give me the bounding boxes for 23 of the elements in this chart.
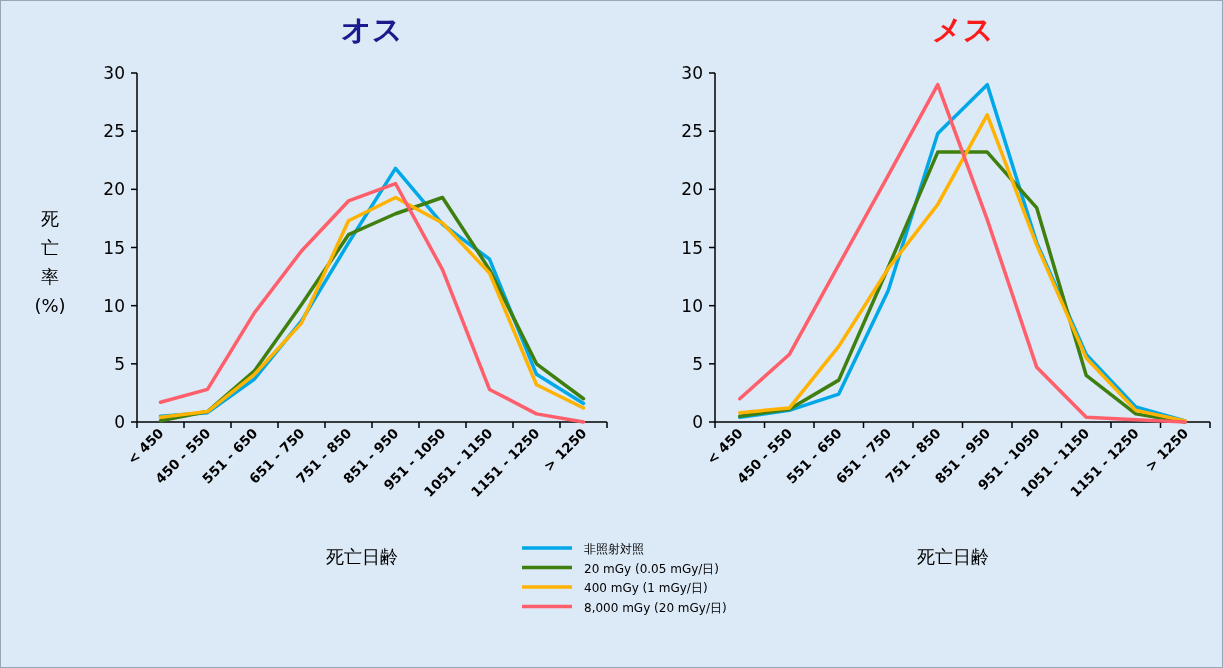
y-tick-label: 20 [681, 179, 703, 200]
y-tick-label: 5 [114, 353, 125, 374]
y-tick-label: 10 [103, 295, 125, 316]
y-tick-label: 5 [692, 353, 703, 374]
y-tick-label: 30 [103, 63, 125, 83]
y-tick-label: 30 [681, 63, 703, 83]
x-axis-title: 死亡日齢 [326, 546, 398, 567]
y-tick-label: 0 [114, 412, 125, 432]
legend-label: 400 mGy (1 mGy/日) [584, 581, 708, 595]
legend-label: 8,000 mGy (20 mGy/日) [584, 600, 727, 615]
chart-title: メス [931, 12, 994, 47]
legend-label: 非照射対照 [584, 542, 644, 556]
y-tick-label: 25 [681, 121, 703, 142]
legend-label: 20 mGy (0.05 mGy/日) [584, 561, 720, 576]
y-tick-label: 10 [681, 295, 703, 316]
y-axis-title: 死亡率(%) [34, 208, 66, 316]
y-tick-label: 15 [103, 237, 125, 258]
x-axis-title: 死亡日齢 [916, 546, 989, 567]
y-tick-label: 20 [103, 179, 125, 200]
y-tick-label: 15 [681, 237, 703, 258]
y-tick-label: 0 [692, 412, 703, 432]
y-tick-label: 25 [103, 121, 125, 142]
chart-title: オス [341, 12, 403, 47]
